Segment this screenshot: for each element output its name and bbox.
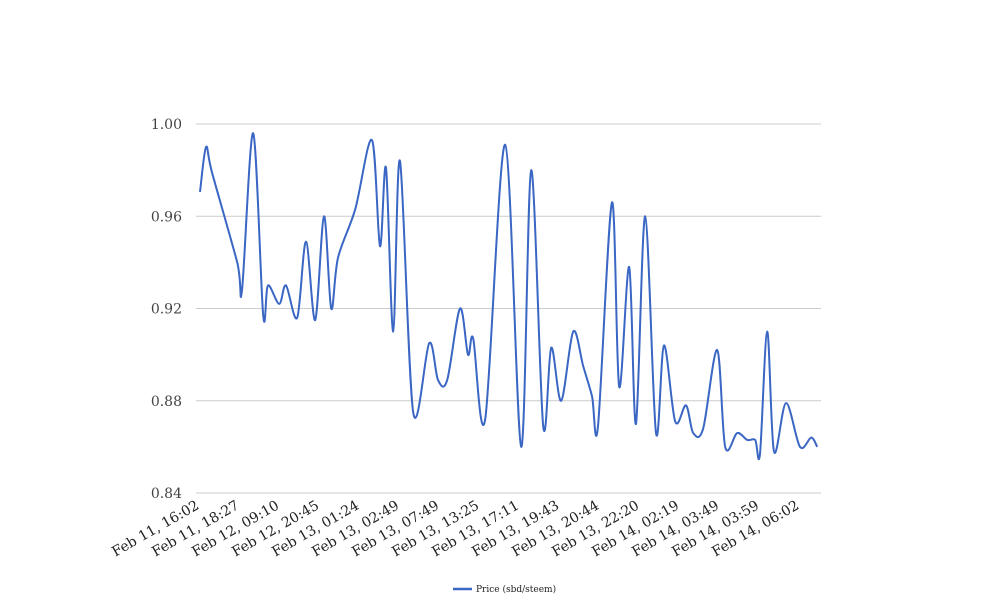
- legend: Price (sbd/steem): [453, 584, 556, 595]
- y-tick-label: 0.84: [151, 486, 182, 502]
- y-tick-label: 0.92: [151, 302, 182, 318]
- y-tick-label: 0.96: [151, 209, 182, 225]
- y-tick-label: 0.88: [151, 394, 182, 410]
- legend-label: Price (sbd/steem): [476, 584, 556, 595]
- series-line-price: [199, 132, 819, 461]
- y-tick-label: 1.00: [151, 117, 182, 133]
